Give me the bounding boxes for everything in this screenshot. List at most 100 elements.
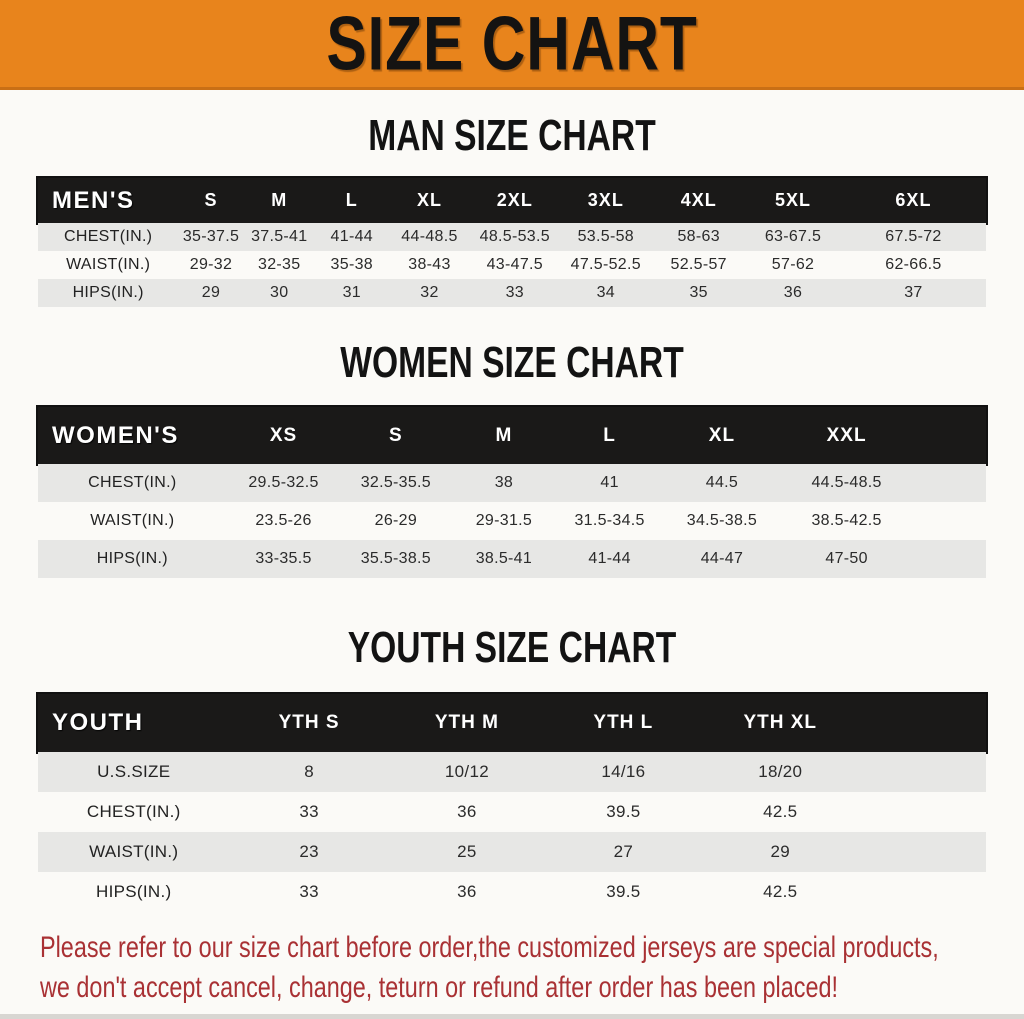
value-cell: 27 <box>613 842 634 861</box>
filler-cell <box>859 832 986 872</box>
disclaimer-line-1: Please refer to our size chart before or… <box>40 931 939 964</box>
size-header-cell: XXL <box>826 424 867 446</box>
value-cell: 41 <box>600 474 619 491</box>
table-title-cell: WOMEN'S <box>52 421 179 449</box>
row-label-cell: WAIST(IN.) <box>89 842 179 861</box>
value-cell: 47-50 <box>825 550 868 567</box>
table-row: CHEST(IN.) 33 36 39.5 42.5 <box>38 792 986 832</box>
size-header-cell: S <box>204 190 218 210</box>
table-title-cell: MEN'S <box>52 186 135 214</box>
value-cell: 38.5-42.5 <box>811 512 882 529</box>
value-cell: 42.5 <box>763 882 798 901</box>
value-cell: 48.5-53.5 <box>479 228 550 245</box>
value-cell: 41-44 <box>330 228 373 245</box>
row-label-cell: CHEST(IN.) <box>86 802 181 821</box>
value-cell: 35.5-38.5 <box>360 550 431 567</box>
value-cell: 30 <box>270 284 289 301</box>
youth-section: YOUTH SIZE CHART YOUTH YTH S YTH M YTH L YTH… <box>0 624 1024 912</box>
value-cell: 32 <box>420 284 439 301</box>
value-cell: 67.5-72 <box>885 228 942 245</box>
filler-cell <box>859 752 986 792</box>
size-header-cell: 4XL <box>680 190 717 210</box>
women-size-table: WOMEN'S XS S M L XL XXL CHEST(IN.) 29.5-32.5 32.5… <box>38 407 986 578</box>
value-cell: 25 <box>457 842 477 861</box>
size-header-cell: L <box>345 190 358 210</box>
value-cell: 33 <box>299 882 319 901</box>
value-cell: 14/16 <box>601 762 646 781</box>
value-cell: 26-29 <box>374 512 418 529</box>
row-label-cell: HIPS(IN.) <box>72 284 144 301</box>
value-cell: 58-63 <box>677 228 720 245</box>
banner-title: SIZE CHART <box>326 1 698 86</box>
men-section: MAN SIZE CHART MEN'S S M L XL 2XL 3XL 4XL 5XL 6XL… <box>0 112 1024 307</box>
filler-cell <box>912 540 986 578</box>
row-label-cell: HIPS(IN.) <box>96 882 172 901</box>
filler-cell <box>912 464 986 502</box>
value-cell: 32-35 <box>258 256 301 273</box>
size-header-cell: S <box>389 424 403 446</box>
header-row: MEN'S S M L XL 2XL 3XL 4XL 5XL 6XL <box>38 178 986 223</box>
value-cell: 10/12 <box>444 762 489 781</box>
size-header-cell: YTH M <box>434 712 499 733</box>
value-cell: 34 <box>596 284 615 301</box>
row-label-cell: CHEST(IN.) <box>88 474 177 491</box>
filler-cell <box>859 872 986 912</box>
table-row: HIPS(IN.) 29 30 31 32 33 34 35 36 37 <box>38 279 986 307</box>
filler-cell <box>912 407 986 464</box>
value-cell: 53.5-58 <box>577 228 634 245</box>
value-cell: 23 <box>299 842 319 861</box>
table-row: WAIST(IN.) 23 25 27 29 <box>38 832 986 872</box>
value-cell: 37 <box>904 284 923 301</box>
row-label-cell: U.S.SIZE <box>97 762 171 781</box>
row-label-cell: WAIST(IN.) <box>66 256 151 273</box>
size-header-cell: XL <box>416 190 442 210</box>
value-cell: 36 <box>783 284 803 301</box>
table-row: U.S.SIZE 8 10/12 14/16 18/20 <box>38 752 986 792</box>
value-cell: 38.5-41 <box>475 550 533 567</box>
table-row: CHEST(IN.) 29.5-32.5 32.5-35.5 38 41 44.5 44.5… <box>38 464 986 502</box>
men-section-heading: MAN SIZE CHART <box>368 112 656 160</box>
table-row: WAIST(IN.) 23.5-26 26-29 29-31.5 31.5-34.5 34… <box>38 502 986 540</box>
size-header-cell: 3XL <box>587 190 624 210</box>
row-label-cell: HIPS(IN.) <box>96 550 168 567</box>
value-cell: 31.5-34.5 <box>574 512 645 529</box>
value-cell: 8 <box>304 762 314 781</box>
header-row: YOUTH YTH S YTH M YTH L YTH XL <box>38 694 986 752</box>
filler-cell <box>859 792 986 832</box>
value-cell: 33-35.5 <box>255 550 312 567</box>
size-header-cell: 5XL <box>775 190 812 210</box>
value-cell: 44.5 <box>705 474 739 491</box>
value-cell: 38-43 <box>408 256 451 273</box>
size-header-cell: YTH S <box>278 712 340 733</box>
size-header-cell: YTH XL <box>743 712 817 733</box>
value-cell: 29 <box>201 284 221 301</box>
value-cell: 34.5-38.5 <box>686 512 758 529</box>
size-header-cell: L <box>603 424 616 446</box>
value-cell: 44.5-48.5 <box>811 474 882 491</box>
value-cell: 23.5-26 <box>255 512 312 529</box>
value-cell: 35-38 <box>330 256 373 273</box>
value-cell: 35-37.5 <box>182 228 240 245</box>
value-cell: 52.5-57 <box>670 256 727 273</box>
value-cell: 36 <box>457 882 477 901</box>
women-section-heading: WOMEN SIZE CHART <box>340 339 684 387</box>
value-cell: 57-62 <box>771 256 815 273</box>
filler-cell <box>859 694 986 752</box>
value-cell: 36 <box>457 802 477 821</box>
size-header-cell: 2XL <box>496 190 533 210</box>
table-title-cell: YOUTH <box>52 709 144 736</box>
filler-cell <box>912 502 986 540</box>
size-header-cell: XL <box>708 424 736 446</box>
size-header-cell: YTH L <box>593 712 654 733</box>
value-cell: 39.5 <box>606 882 641 901</box>
value-cell: 37.5-41 <box>251 228 308 245</box>
disclaimer-line-2: we don't accept cancel, change, teturn o… <box>40 971 838 1004</box>
value-cell: 44-47 <box>700 550 744 567</box>
size-header-cell: XS <box>269 424 298 446</box>
value-cell: 47.5-52.5 <box>570 256 641 273</box>
disclaimer: Please refer to our size chart before or… <box>0 928 1024 1008</box>
value-cell: 32.5-35.5 <box>360 474 431 491</box>
row-label-cell: WAIST(IN.) <box>90 512 175 529</box>
value-cell: 33 <box>299 802 319 821</box>
size-header-cell: M <box>495 424 513 446</box>
